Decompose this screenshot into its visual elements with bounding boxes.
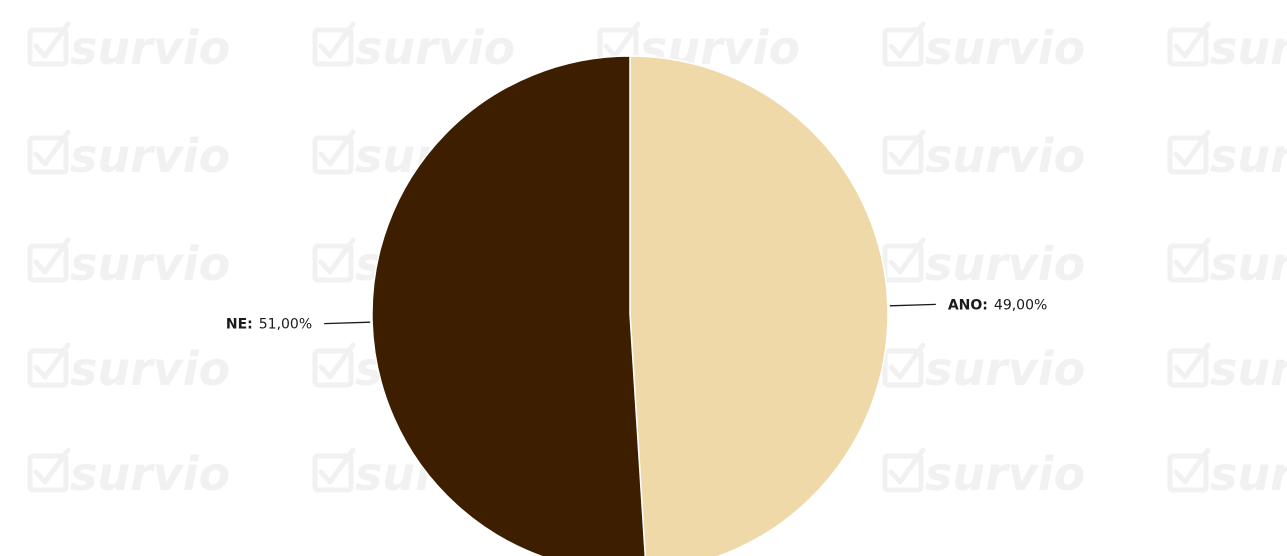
- checkmark-icon: [1173, 129, 1211, 167]
- checkmark-icon: [1173, 237, 1211, 275]
- checkmark-icon: [888, 129, 926, 167]
- checkbox-icon: [27, 453, 69, 493]
- checkmark-icon: [888, 342, 926, 380]
- checkmark-icon: [888, 447, 926, 485]
- watermark-text: survio: [925, 237, 1085, 291]
- checkmark-icon: [318, 237, 356, 275]
- watermark-tile: survio: [27, 21, 230, 75]
- watermark-tile: survio: [1167, 447, 1287, 501]
- watermark-tile: survio: [27, 129, 230, 183]
- watermark-tile: survio: [312, 21, 515, 75]
- checkbox-icon: [882, 27, 924, 67]
- checkmark-icon: [33, 342, 71, 380]
- checkmark-icon: [318, 21, 356, 59]
- checkbox-icon: [882, 243, 924, 283]
- checkbox-icon: [1167, 135, 1209, 175]
- checkbox-icon: [27, 348, 69, 388]
- slice-label-value: 49,00%: [994, 297, 1047, 313]
- watermark-tile: survio: [882, 447, 1085, 501]
- checkbox-icon: [27, 135, 69, 175]
- slice-label-ano: ANO: 49,00%: [948, 297, 1047, 313]
- watermark-text: survio: [925, 447, 1085, 501]
- slice-label-name: NE:: [226, 317, 253, 333]
- watermark-tile: survio: [882, 342, 1085, 396]
- checkbox-icon: [1167, 453, 1209, 493]
- checkbox-icon: [312, 453, 354, 493]
- watermark-tile: survio: [882, 129, 1085, 183]
- watermark-tile: survio: [27, 237, 230, 291]
- checkbox-icon: [882, 348, 924, 388]
- watermark-text: survio: [1210, 447, 1287, 501]
- checkbox-icon: [27, 27, 69, 67]
- watermark-tile: survio: [1167, 21, 1287, 75]
- checkmark-icon: [1173, 21, 1211, 59]
- leader-line-ne: [324, 321, 371, 325]
- checkbox-icon: [882, 453, 924, 493]
- watermark-text: survio: [70, 342, 230, 396]
- pie-slice-ne: [371, 55, 646, 556]
- watermark-tile: survio: [1167, 342, 1287, 396]
- checkbox-icon: [312, 135, 354, 175]
- watermark-text: survio: [70, 21, 230, 75]
- checkmark-icon: [318, 447, 356, 485]
- checkmark-icon: [33, 129, 71, 167]
- checkmark-icon: [1173, 342, 1211, 380]
- slice-label-ne: NE: 51,00%: [226, 317, 312, 333]
- checkmark-icon: [33, 21, 71, 59]
- checkmark-icon: [888, 237, 926, 275]
- checkmark-icon: [1173, 447, 1211, 485]
- slice-label-name: ANO:: [948, 297, 988, 313]
- checkmark-icon: [888, 21, 926, 59]
- checkmark-icon: [33, 237, 71, 275]
- checkmark-icon: [318, 129, 356, 167]
- checkmark-icon: [33, 447, 71, 485]
- watermark-tile: survio: [1167, 129, 1287, 183]
- slice-labels: ANO: 49,00% NE: 51,00%: [226, 297, 1047, 332]
- checkbox-icon: [882, 135, 924, 175]
- watermark-tile: survio: [882, 21, 1085, 75]
- pie-slices: [371, 55, 889, 556]
- checkbox-icon: [312, 348, 354, 388]
- checkmark-icon: [318, 342, 356, 380]
- watermark-text: survio: [1210, 21, 1287, 75]
- watermark-tile: survio: [1167, 237, 1287, 291]
- watermark-text: survio: [1210, 129, 1287, 183]
- pie-slice-ano: [629, 55, 889, 556]
- watermark-tile: survio: [27, 447, 230, 501]
- watermark-text: survio: [1210, 237, 1287, 291]
- watermark-text: survio: [70, 129, 230, 183]
- leader-line-ano: [889, 303, 936, 307]
- checkbox-icon: [1167, 27, 1209, 67]
- checkbox-icon: [312, 243, 354, 283]
- watermark-text: survio: [70, 237, 230, 291]
- watermark-text: survio: [355, 21, 515, 75]
- watermark-text: survio: [70, 447, 230, 501]
- watermark-text: survio: [925, 21, 1085, 75]
- watermark-tile: survio: [27, 342, 230, 396]
- watermark-text: survio: [925, 342, 1085, 396]
- slice-label-value: 51,00%: [259, 317, 312, 333]
- watermark-text: survio: [1210, 342, 1287, 396]
- checkbox-icon: [312, 27, 354, 67]
- checkbox-icon: [1167, 243, 1209, 283]
- checkbox-icon: [1167, 348, 1209, 388]
- checkbox-icon: [27, 243, 69, 283]
- watermark-text: survio: [925, 129, 1085, 183]
- watermark-tile: survio: [882, 237, 1085, 291]
